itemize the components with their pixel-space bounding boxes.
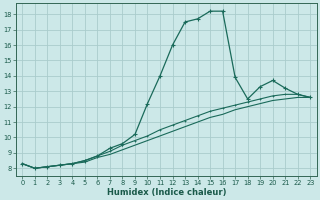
X-axis label: Humidex (Indice chaleur): Humidex (Indice chaleur) <box>107 188 226 197</box>
